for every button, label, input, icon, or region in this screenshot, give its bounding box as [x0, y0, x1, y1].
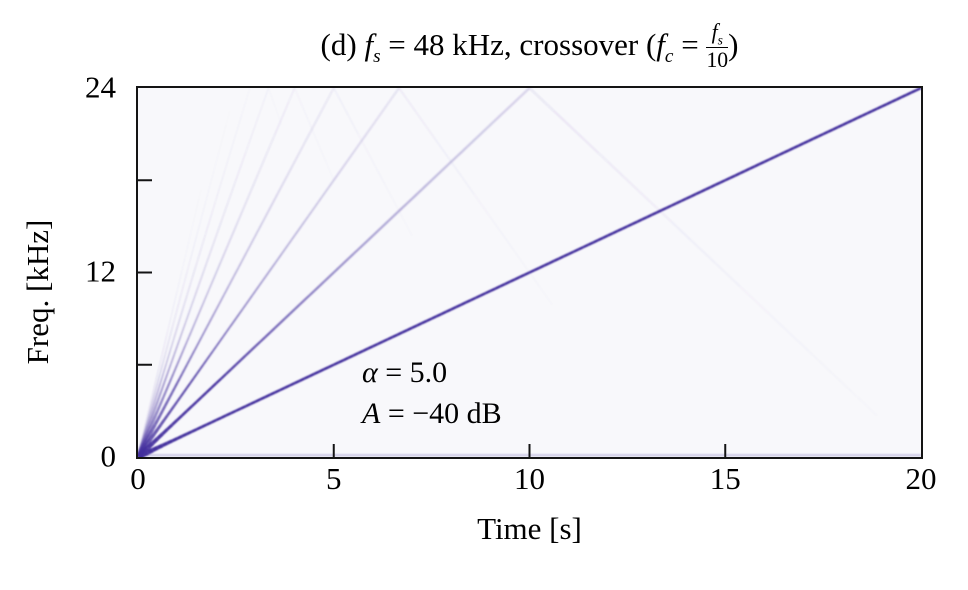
alpha-value: = 5.0: [377, 356, 448, 389]
y-tick-label-12: 12: [85, 253, 116, 289]
chart-canvas: [137, 87, 921, 457]
figure-title: (d) fs = 48 kHz, crossover (fc = fs 10): [138, 20, 921, 73]
plot-area: [135, 85, 923, 459]
annotation-alias-level: A = −40 dB: [362, 393, 502, 434]
y-axis-tick-labels: 24 12 0: [0, 0, 120, 590]
y-tick-label-0: 0: [100, 438, 117, 474]
alpha-symbol: α: [362, 356, 378, 389]
title-prefix: (d): [320, 26, 365, 62]
chirp-harmonic-traces: [137, 87, 921, 457]
title-fc-variable: f: [656, 26, 665, 62]
fraction-numerator-subscript: s: [717, 32, 723, 48]
title-fc-subscript: c: [664, 46, 674, 67]
x-axis-tick-labels: 0 5 10 15 20: [130, 461, 936, 501]
x-tick-label-15: 15: [709, 461, 741, 496]
x-axis-title: Time [s]: [477, 511, 582, 546]
annotation-alpha: α = 5.0: [362, 352, 502, 393]
title-suffix: ): [728, 26, 739, 62]
fraction-denominator: 10: [706, 48, 729, 73]
amplitude-symbol: A: [362, 397, 381, 430]
title-middle: = 48 kHz, crossover (: [380, 26, 657, 62]
fraction-numerator-variable: f: [711, 20, 718, 44]
x-tick-label-0: 0: [130, 461, 146, 496]
title-equals: =: [673, 26, 707, 62]
x-tick-label-10: 10: [514, 461, 545, 496]
x-tick-label-20: 20: [905, 461, 937, 496]
title-fs-subscript: s: [373, 46, 381, 67]
x-tick-label-5: 5: [326, 461, 342, 496]
axis-tick-marks: [137, 178, 726, 457]
title-fraction: fs 10: [706, 20, 729, 73]
title-fs-variable: f: [364, 26, 374, 62]
y-tick-label-24: 24: [85, 69, 116, 105]
amplitude-value: = −40 dB: [380, 397, 502, 430]
parameter-annotation: α = 5.0 A = −40 dB: [362, 352, 502, 434]
